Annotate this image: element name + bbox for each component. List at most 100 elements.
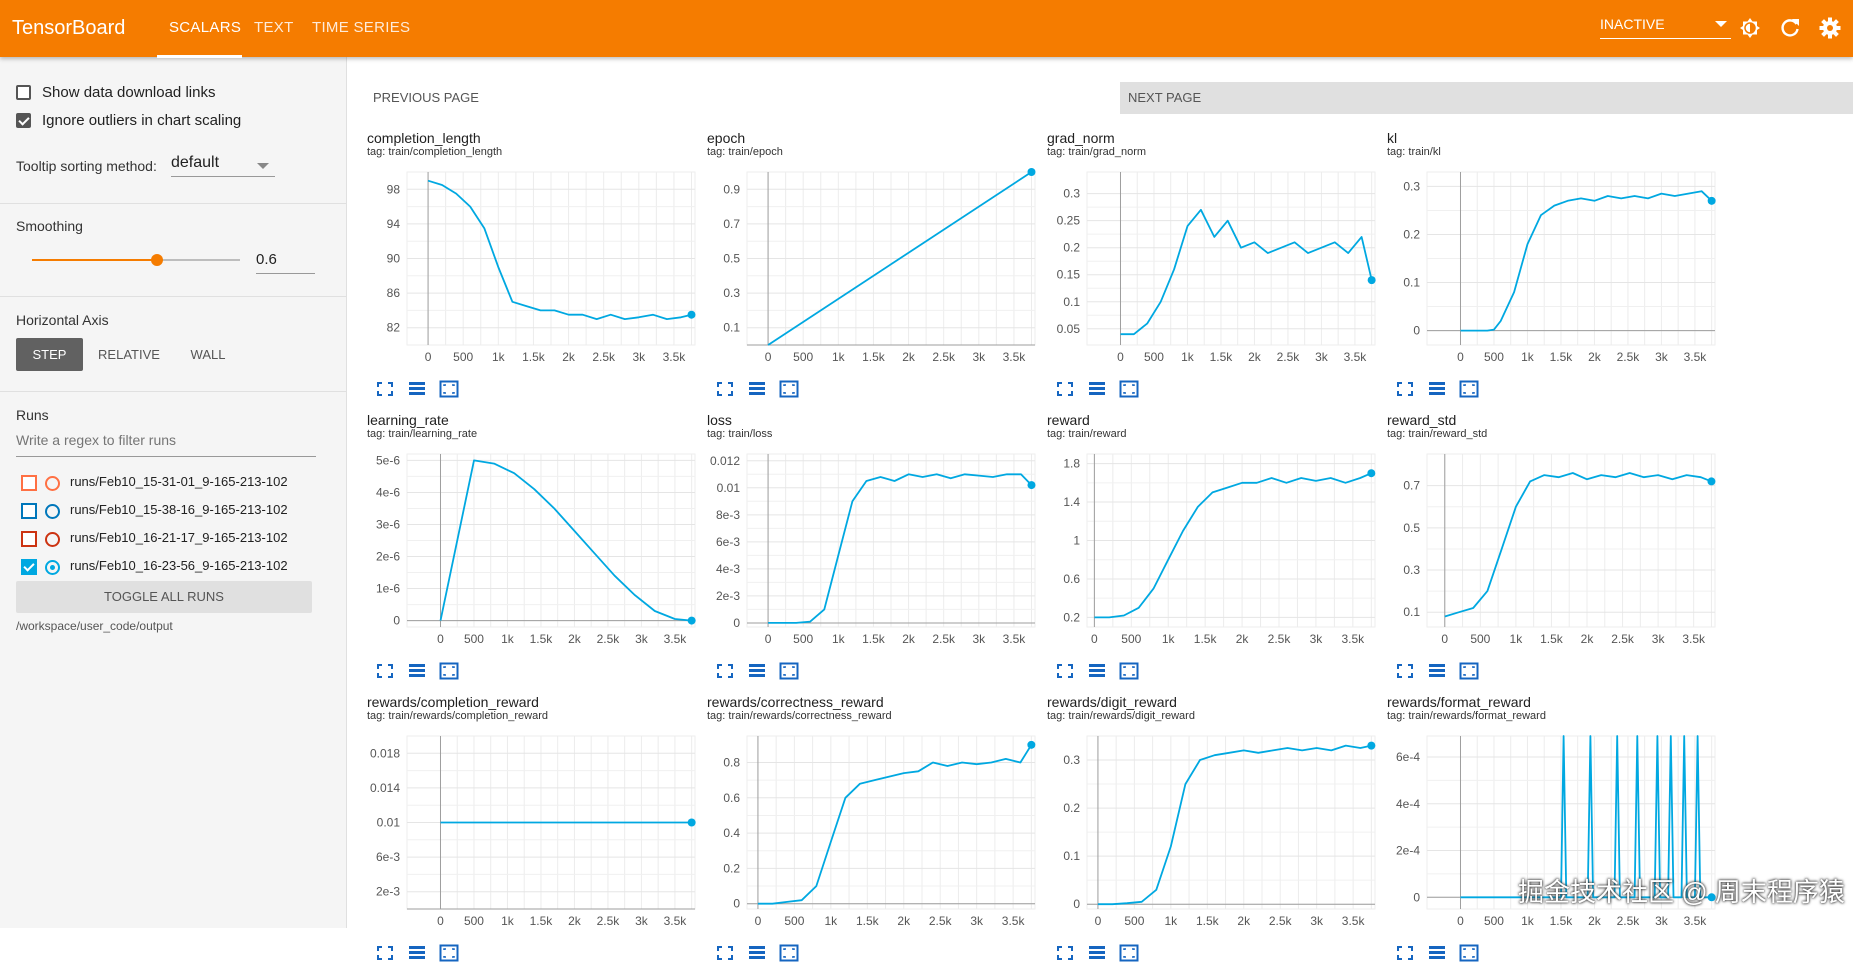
fit-domain-icon[interactable] bbox=[439, 380, 459, 398]
haxis-wall-button[interactable]: WALL bbox=[190, 347, 226, 362]
fullscreen-icon[interactable] bbox=[1055, 662, 1075, 680]
chart-tag: tag: train/grad_norm bbox=[1047, 146, 1147, 158]
toggle-log-scale-icon[interactable] bbox=[1427, 662, 1447, 680]
chart-reward-std[interactable]: 0.1 0.3 0.5 0.7 0 500 1k 1.5k 2k 2.5k 3k 3.5k bbox=[1387, 452, 1717, 652]
toggle-all-runs-button[interactable]: TOGGLE ALL RUNS bbox=[16, 581, 312, 613]
y-tick-label: 0.5 bbox=[1403, 521, 1420, 535]
chart-kl[interactable]: 0 0.1 0.2 0.3 0 500 1k 1.5k 2k 2.5k 3k 3.5k bbox=[1387, 170, 1717, 370]
toggle-log-scale-icon[interactable] bbox=[1427, 944, 1447, 962]
chart-tag: tag: train/rewards/completion_reward bbox=[367, 710, 548, 722]
smoothing-slider[interactable] bbox=[32, 254, 240, 266]
y-tick-label: 0.1 bbox=[1403, 605, 1420, 619]
x-tick-label: 2k bbox=[1581, 632, 1595, 646]
x-tick-label: 2k bbox=[1248, 350, 1262, 364]
toggle-log-scale-icon[interactable] bbox=[1087, 944, 1107, 962]
theme-brightness-icon[interactable] bbox=[1738, 16, 1762, 40]
tab-time-series[interactable]: TIME SERIES bbox=[312, 19, 411, 36]
chart-grad-norm[interactable]: 0.05 0.1 0.15 0.2 0.25 0.3 0 500 1k 1.5k 2k 2.5k 3k 3… bbox=[1047, 170, 1377, 370]
haxis-step-button[interactable]: STEP bbox=[16, 338, 83, 371]
runs-filter-placeholder: Write a regex to filter runs bbox=[16, 432, 177, 448]
y-tick-label: 0.01 bbox=[717, 481, 741, 495]
toggle-log-scale-icon[interactable] bbox=[1087, 380, 1107, 398]
previous-page-button[interactable]: PREVIOUS PAGE bbox=[373, 90, 479, 105]
run-color-radio[interactable] bbox=[45, 476, 60, 491]
chart-rewards-format-reward[interactable]: 0 2e-4 4e-4 6e-4 0 500 1k 1.5k 2k 2.5k 3k 3.5k bbox=[1387, 734, 1717, 934]
toggle-log-scale-icon[interactable] bbox=[407, 380, 427, 398]
tooltip-sorting-select[interactable]: default bbox=[171, 154, 275, 177]
tab-text[interactable]: TEXT bbox=[254, 19, 294, 36]
fit-domain-icon[interactable] bbox=[1459, 944, 1479, 962]
run-color-radio[interactable] bbox=[45, 532, 60, 547]
fit-domain-icon[interactable] bbox=[1119, 944, 1139, 962]
y-tick-label: 5e-6 bbox=[376, 453, 400, 467]
y-tick-label: 0.3 bbox=[1063, 753, 1080, 767]
fit-domain-icon[interactable] bbox=[1119, 662, 1139, 680]
toggle-log-scale-icon[interactable] bbox=[407, 944, 427, 962]
fullscreen-icon[interactable] bbox=[1395, 380, 1415, 398]
fullscreen-icon[interactable] bbox=[1395, 944, 1415, 962]
fullscreen-icon[interactable] bbox=[1395, 662, 1415, 680]
fullscreen-icon[interactable] bbox=[1055, 944, 1075, 962]
chart-reward[interactable]: 0.2 0.6 1 1.4 1.8 0 500 1k 1.5k 2k 2.5k 3k 3.5k bbox=[1047, 452, 1377, 652]
chart-loss[interactable]: 0 2e-3 4e-3 6e-3 8e-3 0.01 0.012 0 500 1k 1.5k 2k 2.… bbox=[707, 452, 1037, 652]
y-tick-label: 0.018 bbox=[370, 746, 400, 760]
series-last-point bbox=[1367, 741, 1376, 750]
runs-filter-input[interactable]: Write a regex to filter runs bbox=[16, 432, 316, 457]
toggle-log-scale-icon[interactable] bbox=[747, 380, 767, 398]
fullscreen-icon[interactable] bbox=[1055, 380, 1075, 398]
fit-domain-icon[interactable] bbox=[1459, 662, 1479, 680]
fullscreen-icon[interactable] bbox=[715, 380, 735, 398]
fullscreen-icon[interactable] bbox=[715, 662, 735, 680]
toggle-log-scale-icon[interactable] bbox=[747, 944, 767, 962]
y-tick-label: 1.4 bbox=[1063, 495, 1080, 509]
haxis-relative-button[interactable]: RELATIVE bbox=[98, 347, 160, 362]
toggle-log-scale-icon[interactable] bbox=[407, 662, 427, 680]
chart-learning-rate[interactable]: 0 1e-6 2e-6 3e-6 4e-6 5e-6 0 500 1k 1.5k 2k 2.5k 3k 3… bbox=[367, 452, 697, 652]
fit-domain-icon[interactable] bbox=[1459, 380, 1479, 398]
run-checkbox[interactable] bbox=[21, 531, 37, 547]
y-tick-label: 0.5 bbox=[723, 252, 740, 266]
fullscreen-icon[interactable] bbox=[715, 944, 735, 962]
tab-scalars[interactable]: SCALARS bbox=[169, 19, 242, 36]
x-tick-label: 2k bbox=[1237, 914, 1251, 928]
smoothing-value-input[interactable]: 0.6 bbox=[256, 251, 315, 274]
reload-icon[interactable] bbox=[1778, 16, 1802, 40]
toggle-log-scale-icon[interactable] bbox=[747, 662, 767, 680]
fit-domain-icon[interactable] bbox=[1119, 380, 1139, 398]
fit-domain-icon[interactable] bbox=[779, 944, 799, 962]
chart-rewards-digit-reward[interactable]: 0 0.1 0.2 0.3 0 500 1k 1.5k 2k 2.5k 3k 3.5k bbox=[1047, 734, 1377, 934]
chart-rewards-completion-reward[interactable]: 2e-3 6e-3 0.01 0.014 0.018 0 500 1k 1.5k 2k 2.5k 3k… bbox=[367, 734, 697, 934]
run-status-select[interactable]: INACTIVE bbox=[1600, 16, 1731, 39]
chart-rewards-correctness-reward[interactable]: 0 0.2 0.4 0.6 0.8 0 500 1k 1.5k 2k 2.5k 3k 3.5k bbox=[707, 734, 1037, 934]
y-tick-label: 1e-6 bbox=[376, 582, 400, 596]
toggle-log-scale-icon[interactable] bbox=[1087, 662, 1107, 680]
next-page-button[interactable]: NEXT PAGE bbox=[1120, 82, 1853, 114]
horizontal-axis-label: Horizontal Axis bbox=[16, 312, 109, 328]
fit-domain-icon[interactable] bbox=[439, 944, 459, 962]
fit-domain-icon[interactable] bbox=[779, 380, 799, 398]
smoothing-slider-handle[interactable] bbox=[150, 254, 163, 266]
x-tick-label: 2.5k bbox=[929, 914, 953, 928]
chevron-down-icon bbox=[1715, 21, 1727, 27]
chart-completion-length[interactable]: 82 86 90 94 98 0 500 1k 1.5k 2k 2.5k 3k 3.5k bbox=[367, 170, 697, 370]
run-checkbox[interactable] bbox=[21, 559, 37, 575]
chart-epoch[interactable]: 0.1 0.3 0.5 0.7 0.9 0 500 1k 1.5k 2k 2.5k 3k 3.5k bbox=[707, 168, 1037, 370]
x-tick-label: 2k bbox=[1236, 632, 1250, 646]
fullscreen-icon[interactable] bbox=[375, 662, 395, 680]
tooltip-sorting-value: default bbox=[171, 154, 220, 171]
x-tick-label: 1.5k bbox=[862, 632, 886, 646]
settings-gear-icon[interactable] bbox=[1818, 16, 1842, 40]
toggle-log-scale-icon[interactable] bbox=[1427, 380, 1447, 398]
fullscreen-icon[interactable] bbox=[375, 380, 395, 398]
ignore-outliers-checkbox[interactable] bbox=[16, 113, 31, 128]
sidebar: Show data download links Ignore outliers… bbox=[0, 57, 347, 928]
fit-domain-icon[interactable] bbox=[439, 662, 459, 680]
run-checkbox[interactable] bbox=[21, 475, 37, 491]
fullscreen-icon[interactable] bbox=[375, 944, 395, 962]
fit-domain-icon[interactable] bbox=[779, 662, 799, 680]
run-color-radio[interactable] bbox=[45, 504, 60, 519]
show-download-links-checkbox[interactable] bbox=[16, 85, 31, 100]
run-color-radio[interactable] bbox=[45, 560, 60, 575]
y-tick-label: 0.6 bbox=[723, 791, 740, 805]
run-checkbox[interactable] bbox=[21, 503, 37, 519]
